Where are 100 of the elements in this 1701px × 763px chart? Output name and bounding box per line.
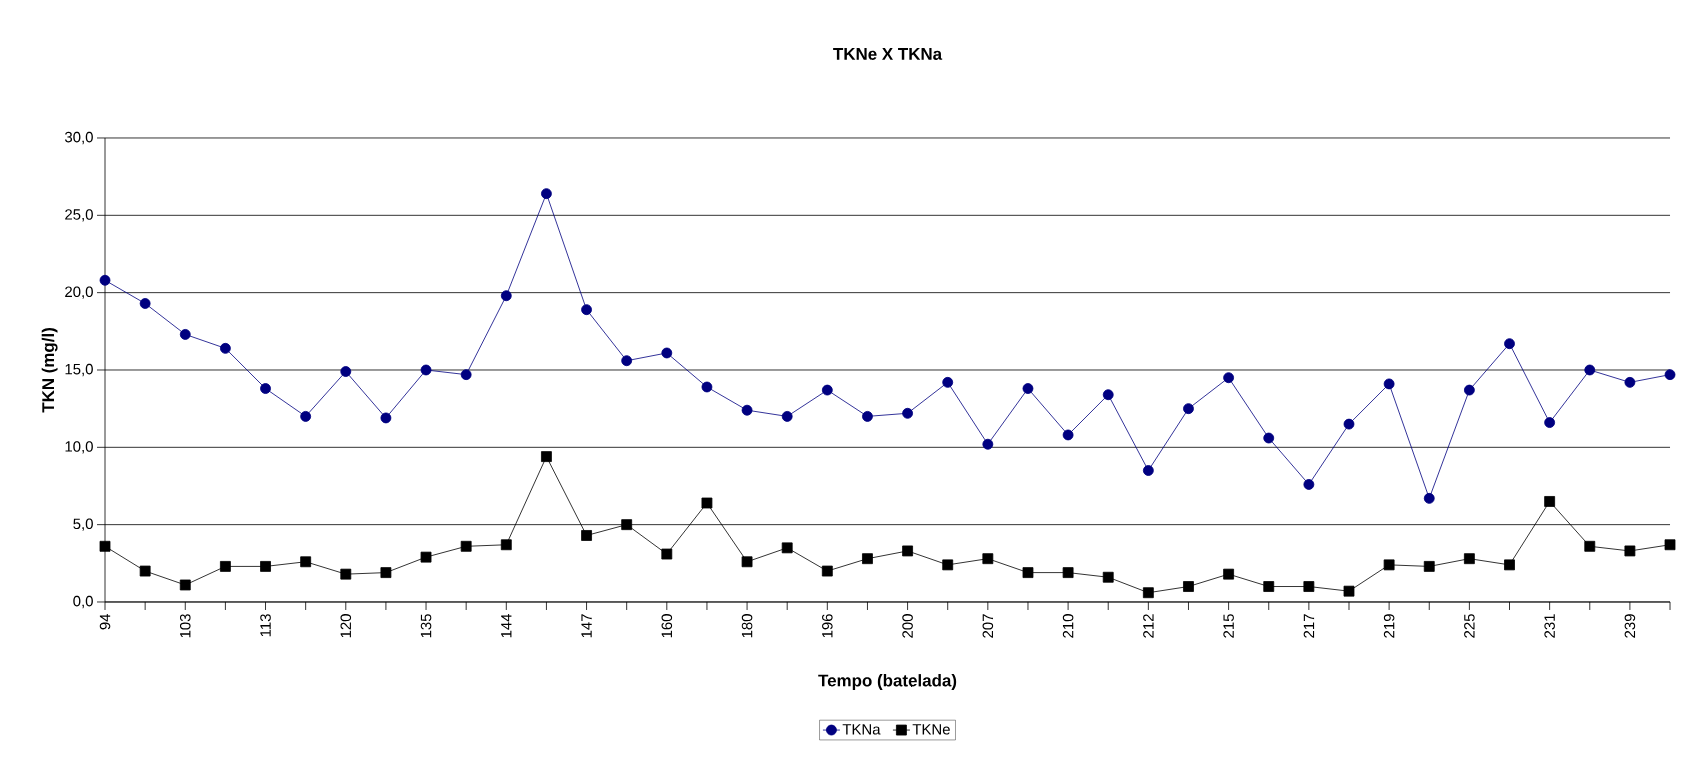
point	[942, 559, 954, 571]
point	[1183, 403, 1194, 415]
point	[942, 376, 954, 388]
x-tick-label: 103	[179, 614, 191, 638]
x-tick-label: 135	[420, 614, 432, 638]
point	[902, 407, 913, 419]
point	[1223, 568, 1235, 580]
point	[1303, 479, 1315, 490]
point	[1504, 559, 1515, 571]
point	[1584, 364, 1596, 376]
point	[541, 451, 552, 462]
point	[139, 298, 151, 309]
point	[701, 381, 713, 393]
point	[300, 556, 312, 568]
chart-title: TKNe X TKNa	[833, 48, 943, 60]
point	[862, 553, 873, 565]
point	[420, 551, 432, 563]
x-tick-label: 231	[1544, 614, 1555, 638]
point	[581, 530, 592, 541]
point	[741, 404, 753, 416]
point	[1263, 581, 1275, 592]
point	[621, 355, 633, 367]
point	[1343, 585, 1355, 597]
point	[982, 438, 994, 450]
point	[1383, 378, 1395, 390]
point	[1022, 567, 1034, 578]
point	[1423, 492, 1435, 504]
point	[1102, 571, 1114, 583]
point	[340, 568, 352, 580]
point	[260, 383, 271, 394]
point	[1584, 540, 1596, 552]
x-tick-label: 200	[902, 614, 913, 638]
point	[821, 565, 833, 577]
x-tick-label: 219	[1383, 614, 1395, 638]
point	[220, 561, 231, 572]
point	[1423, 561, 1435, 572]
x-tick-label: 120	[340, 614, 352, 638]
point	[1142, 587, 1154, 599]
point	[1624, 376, 1636, 388]
x-tick-label: 113	[260, 614, 271, 637]
point	[179, 579, 191, 591]
point	[460, 369, 472, 381]
point	[1544, 496, 1556, 507]
point	[1383, 559, 1395, 571]
point	[420, 364, 432, 376]
point	[500, 290, 512, 302]
x-tick-label: 225	[1464, 614, 1475, 638]
point	[781, 410, 793, 422]
point	[701, 497, 713, 509]
point	[460, 540, 472, 552]
point	[902, 545, 913, 557]
point	[1544, 417, 1556, 428]
point	[1343, 418, 1355, 430]
x-tick-label: 239	[1624, 614, 1636, 638]
point	[821, 384, 833, 396]
point	[541, 188, 552, 200]
point	[781, 542, 793, 554]
point	[1303, 581, 1315, 592]
y-axis-title: TKN (mg/l)	[41, 328, 58, 413]
x-tick-label: 215	[1223, 614, 1234, 638]
point	[1062, 429, 1074, 441]
y-tick-label: 5,0	[73, 518, 93, 531]
point	[1223, 372, 1235, 384]
point	[220, 342, 231, 354]
legend-label: TKNa	[842, 724, 881, 735]
point	[1062, 567, 1074, 578]
point	[340, 366, 352, 377]
y-tick-label: 30,0	[64, 131, 93, 145]
x-tick-label: 160	[661, 614, 673, 638]
x-tick-label: 217	[1303, 614, 1315, 638]
y-tick-label: 15,0	[65, 363, 93, 377]
point	[1504, 338, 1515, 350]
x-tick-label: 147	[581, 614, 592, 638]
point	[300, 410, 312, 422]
x-tick-label: 144	[501, 613, 512, 638]
point	[661, 347, 673, 359]
y-tick-label: 25,0	[65, 209, 93, 222]
point	[621, 519, 633, 531]
y-tick-label: 10,0	[65, 441, 93, 454]
point	[862, 410, 873, 422]
point	[1463, 384, 1475, 396]
legend-label: TKNe	[912, 724, 950, 735]
point	[500, 539, 512, 551]
x-tick-label: 207	[982, 614, 994, 638]
x-tick-label: 196	[822, 614, 833, 638]
point	[581, 304, 592, 316]
x-tick-label: 180	[741, 614, 753, 638]
x-tick-label: 212	[1143, 614, 1154, 638]
point	[179, 329, 191, 340]
y-tick-label: 20,0	[65, 286, 93, 299]
point	[99, 540, 111, 552]
point	[1463, 553, 1475, 565]
x-tick-label: 210	[1062, 614, 1074, 638]
point	[380, 567, 392, 578]
point	[982, 553, 994, 565]
point	[1664, 539, 1676, 551]
point	[1022, 383, 1034, 394]
point	[1142, 465, 1154, 476]
point	[380, 412, 392, 424]
point	[139, 565, 151, 577]
